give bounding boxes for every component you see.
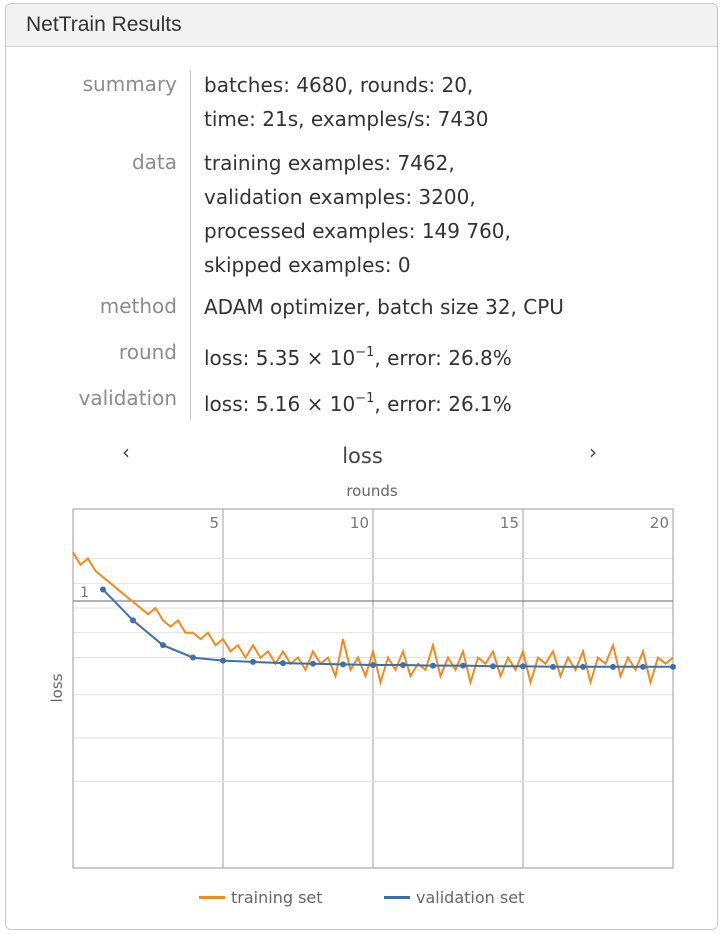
validation-point [310,660,316,667]
validation-loss: loss: 5.16 × 10 [204,392,356,416]
loss-chart: rounds loss 1 5 10 15 20 [48,482,676,869]
round-label: round [118,340,177,364]
summary-line-2: time: 21s, examples/s: 7430 [204,107,489,131]
validation-point [340,661,346,668]
validation-point [130,617,136,624]
validation-point [460,662,466,669]
validation-point [610,663,616,670]
validation-point [100,586,106,593]
data-line-2: validation examples: 3200, [204,185,476,209]
validation-point [430,662,436,669]
validation-point [400,661,406,668]
method-label: method [99,294,177,318]
summary-value: batches: 4680, rounds: 20, time: 21s, ex… [204,68,489,136]
validation-point [550,663,556,670]
validation-point [640,663,646,670]
chart-title: loss [342,444,383,468]
validation-loss-exponent: −1 [355,391,375,406]
round-loss: loss: 5.35 × 10 [204,346,356,370]
legend-validation-label: validation set [416,888,525,907]
data-label: data [131,150,177,174]
validation-point [490,663,496,670]
round-error: , error: 26.8% [374,346,512,370]
legend-training: training set [199,888,323,907]
method-value: ADAM optimizer, batch size 32, CPU [204,295,564,319]
validation-point [250,658,256,665]
training-set-line [72,551,674,687]
validation-set-line [102,588,673,668]
nettrain-results-panel: NetTrain Results summary batches: 4680, … [5,3,718,930]
validation-point [220,657,226,664]
x-tick-label: 5 [209,514,219,532]
data-line-3: processed examples: 149 760, [204,219,511,243]
validation-point [520,663,526,670]
data-value: training examples: 7462, validation exam… [204,146,511,282]
data-line-1: training examples: 7462, [204,151,455,175]
y-axis-label: loss [48,673,66,702]
title-bar: NetTrain Results [6,4,717,47]
x-tick-label: 15 [500,514,519,532]
x-tick-label: 10 [350,514,369,532]
validation-swatch [384,896,410,899]
plot-frame [72,508,674,869]
validation-point [580,663,586,670]
validation-label: validation [78,386,177,410]
training-swatch [199,896,225,899]
x-tick-label: 20 [650,514,669,532]
validation-error: , error: 26.1% [374,392,512,416]
validation-point [370,661,376,668]
chart-next-button[interactable]: › [589,440,597,464]
legend-training-label: training set [231,888,323,907]
label-divider [190,70,191,420]
window-title: NetTrain Results [26,13,182,36]
chart-prev-button[interactable]: ‹ [122,440,130,464]
validation-point [670,663,676,670]
data-line-4: skipped examples: 0 [204,253,411,277]
x-axis-label: rounds [346,482,398,500]
round-loss-exponent: −1 [355,345,375,360]
validation-point [160,642,166,649]
summary-label: summary [82,72,177,96]
round-value: loss: 5.35 × 10−1, error: 26.8% [204,336,512,375]
validation-point [280,660,286,667]
validation-point [190,654,196,661]
y-tick-label-1: 1 [80,585,89,601]
summary-line-1: batches: 4680, rounds: 20, [204,73,474,97]
legend-validation: validation set [384,888,524,907]
validation-value: loss: 5.16 × 10−1, error: 26.1% [204,382,512,421]
